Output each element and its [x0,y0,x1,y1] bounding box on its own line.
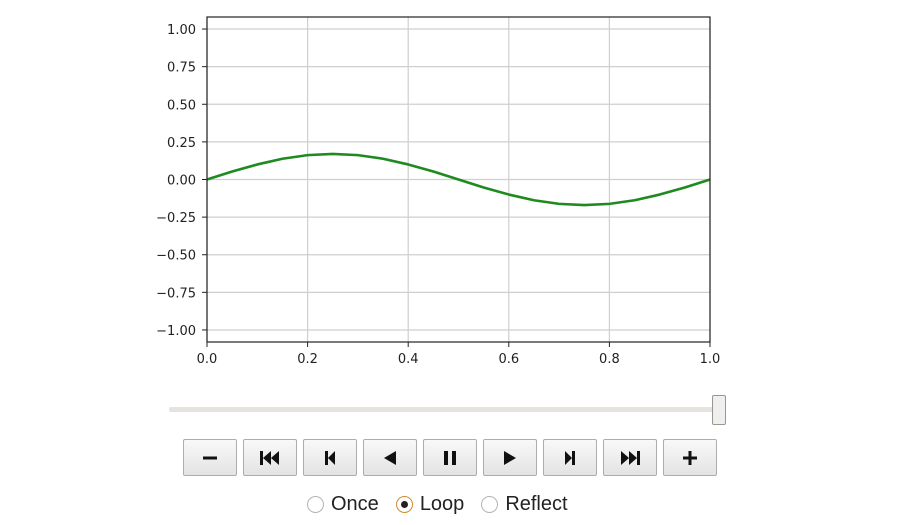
last-frame-button[interactable] [603,439,657,476]
minus-icon [203,456,217,459]
plus-icon [683,450,697,465]
x-tick-label: 0.0 [197,352,218,367]
skip-to-start-icon [260,450,279,465]
y-tick-label: 1.00 [167,23,196,38]
y-tick-label: 0.50 [167,98,196,113]
mode-loop[interactable]: Loop [395,492,465,516]
x-tick-label: 0.2 [297,352,318,367]
frame-slider[interactable] [169,395,729,427]
first-frame-button[interactable] [243,439,297,476]
y-tick-label: −0.25 [156,211,196,226]
x-tick-label: 0.8 [599,352,620,367]
series-line [206,152,711,207]
play-icon [504,450,516,465]
pause-button[interactable] [423,439,477,476]
x-tick-label: 1.0 [700,352,721,367]
skip-to-end-icon [621,450,640,465]
increase-speed-button[interactable] [663,439,717,476]
play-reverse-button[interactable] [363,439,417,476]
next-frame-button[interactable] [543,439,597,476]
reflect-radio[interactable] [481,495,499,513]
y-tick-label: 0.00 [167,174,196,189]
once-label: Once [331,492,379,515]
mode-once[interactable]: Once [307,493,379,516]
loop-label: Loop [419,492,465,515]
mode-reflect[interactable]: Reflect [481,492,568,516]
y-tick-label: 0.25 [167,136,196,151]
step-forward-icon [565,450,575,465]
y-tick-label: −0.50 [156,249,196,264]
decrease-speed-button[interactable] [183,439,237,476]
playback-controls [183,439,717,477]
previous-frame-button[interactable] [303,439,357,476]
play-button[interactable] [483,439,537,476]
y-tick-label: −1.00 [156,324,196,339]
y-tick-label: −0.75 [156,286,196,301]
y-tick-label: 0.75 [167,61,196,76]
once-radio[interactable] [307,495,324,513]
plot-frame [206,16,711,343]
play-reverse-icon [384,450,396,465]
x-tick-label: 0.6 [498,352,519,367]
slider-track[interactable] [169,407,726,412]
slider-thumb[interactable] [712,395,726,425]
pause-icon [444,450,456,465]
line-chart: 0.0 0.2 0.4 0.6 0.8 1.0 1.00 0.75 0.50 0.25 0.00 −0… [156,16,721,367]
loop-radio[interactable] [395,495,413,513]
step-back-icon [325,450,335,465]
reflect-label: Reflect [505,492,568,515]
x-tick-label: 0.4 [398,352,419,367]
loop-mode-selector: Once Loop Reflect [307,490,585,518]
